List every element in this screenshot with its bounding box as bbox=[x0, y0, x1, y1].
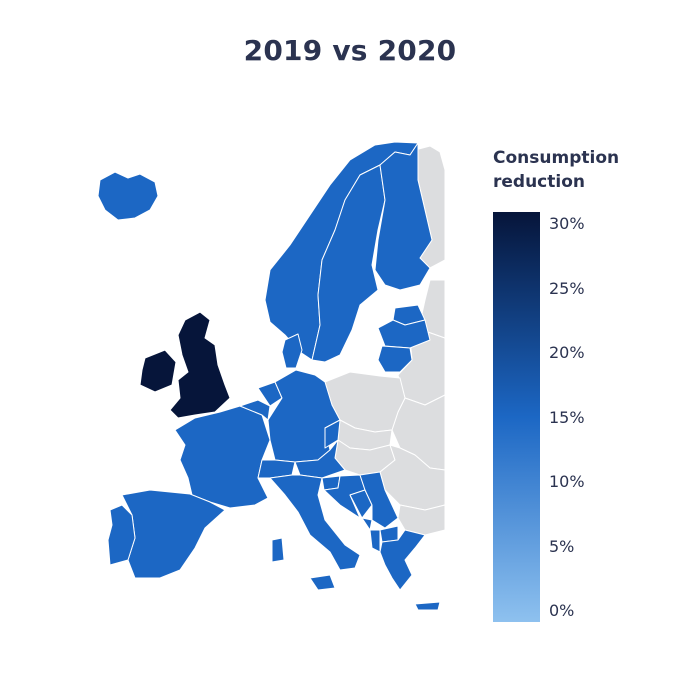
legend-color-bar bbox=[493, 212, 540, 622]
region-north-macedonia bbox=[379, 525, 399, 543]
legend-tick-20: 20% bbox=[549, 343, 585, 362]
region-iceland bbox=[97, 171, 159, 221]
legend-title-line2: reduction bbox=[493, 172, 585, 192]
legend-title-line1: Consumption bbox=[493, 148, 620, 168]
region-lithuania bbox=[377, 345, 413, 373]
region-sicily bbox=[309, 574, 336, 591]
legend-title: Consumption reduction bbox=[493, 146, 653, 194]
legend-tick-30: 30% bbox=[549, 214, 585, 233]
region-montenegro bbox=[361, 517, 373, 531]
region-sweden bbox=[311, 164, 386, 363]
legend-tick-25: 25% bbox=[549, 279, 585, 298]
region-greece bbox=[379, 529, 426, 591]
region-bulgaria bbox=[397, 504, 446, 536]
legend-tick-15: 15% bbox=[549, 408, 585, 427]
region-serbia bbox=[359, 471, 399, 529]
region-united-kingdom bbox=[169, 311, 231, 419]
region-albania bbox=[369, 529, 381, 553]
region-sardinia bbox=[271, 537, 285, 563]
map-title: 2019 vs 2020 bbox=[243, 34, 457, 67]
region-italy bbox=[269, 474, 361, 571]
legend-tick-5: 5% bbox=[549, 537, 575, 556]
region-portugal bbox=[107, 504, 136, 566]
region-crete bbox=[414, 601, 441, 611]
legend-tick-0: 0% bbox=[549, 601, 575, 620]
region-spain bbox=[121, 489, 226, 579]
region-belgium bbox=[239, 399, 271, 421]
region-denmark bbox=[281, 333, 303, 369]
region-ireland bbox=[139, 349, 177, 393]
legend-tick-10: 10% bbox=[549, 472, 585, 491]
region-finland bbox=[374, 142, 433, 291]
region-france bbox=[174, 405, 271, 509]
